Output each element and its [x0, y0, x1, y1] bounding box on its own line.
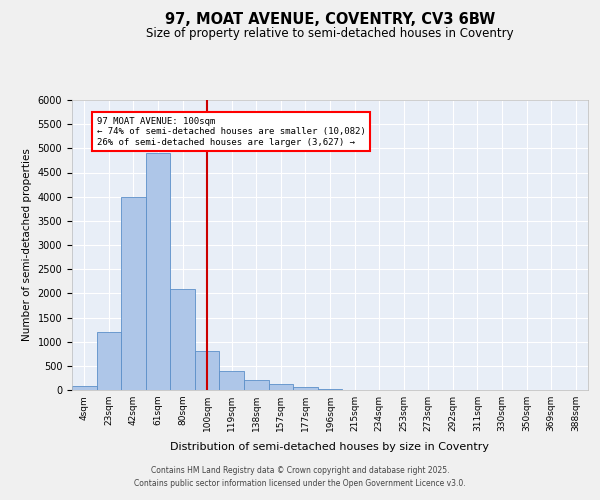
Bar — [269, 384, 293, 390]
Bar — [244, 380, 269, 390]
Bar — [72, 386, 97, 390]
Bar — [121, 196, 146, 390]
Bar — [318, 388, 342, 390]
Text: Contains HM Land Registry data © Crown copyright and database right 2025.
Contai: Contains HM Land Registry data © Crown c… — [134, 466, 466, 487]
Bar — [97, 332, 121, 390]
Text: 97, MOAT AVENUE, COVENTRY, CV3 6BW: 97, MOAT AVENUE, COVENTRY, CV3 6BW — [165, 12, 495, 28]
Text: Size of property relative to semi-detached houses in Coventry: Size of property relative to semi-detach… — [146, 28, 514, 40]
Text: Distribution of semi-detached houses by size in Coventry: Distribution of semi-detached houses by … — [170, 442, 490, 452]
Bar — [146, 153, 170, 390]
Bar — [170, 288, 195, 390]
Y-axis label: Number of semi-detached properties: Number of semi-detached properties — [22, 148, 32, 342]
Bar — [293, 386, 318, 390]
Bar — [220, 370, 244, 390]
Bar — [195, 352, 220, 390]
Text: 97 MOAT AVENUE: 100sqm
← 74% of semi-detached houses are smaller (10,082)
26% of: 97 MOAT AVENUE: 100sqm ← 74% of semi-det… — [97, 117, 365, 146]
